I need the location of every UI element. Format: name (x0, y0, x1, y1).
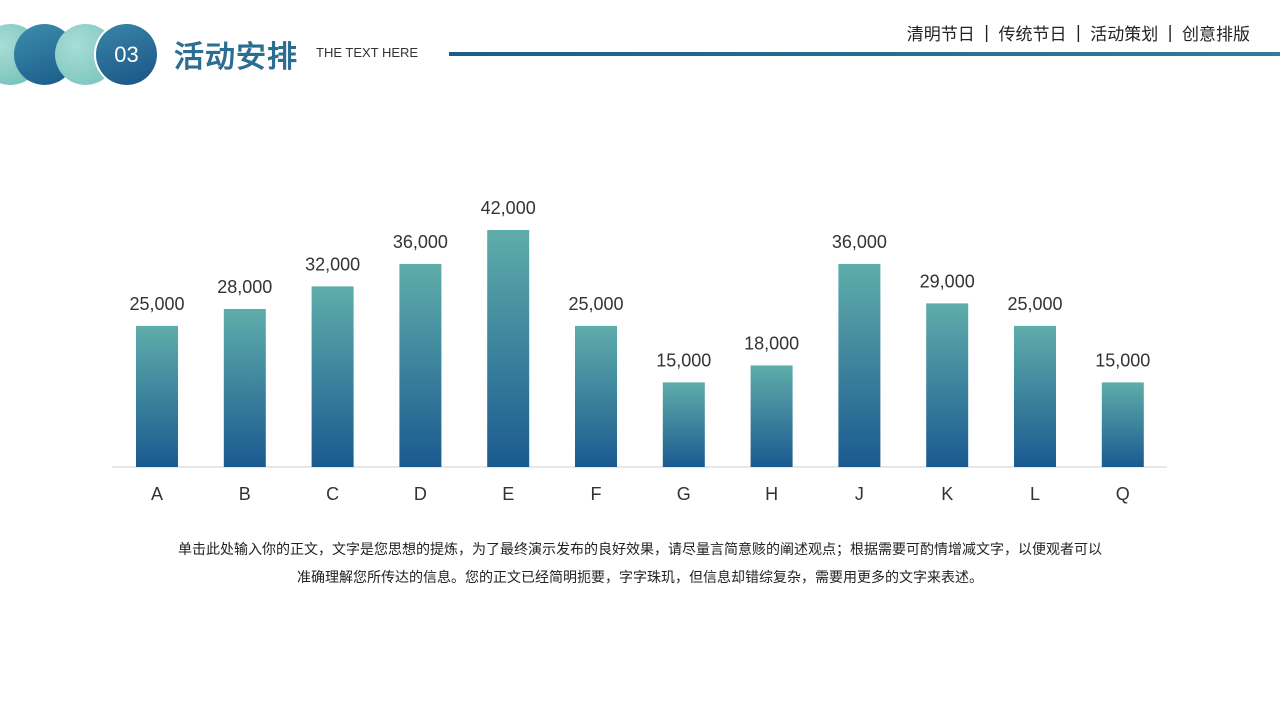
value-label-g: 15,000 (656, 350, 711, 370)
category-label-h: H (765, 484, 778, 504)
nav-separator: | (1167, 22, 1173, 43)
value-label-q: 15,000 (1095, 350, 1150, 370)
category-label-g: G (677, 484, 691, 504)
category-label-q: Q (1116, 484, 1130, 504)
nav-item-qingming[interactable]: 清明节日 (906, 25, 975, 45)
value-label-j: 36,000 (832, 232, 887, 252)
value-label-h: 18,000 (744, 333, 799, 353)
category-label-a: A (151, 484, 163, 504)
value-label-l: 25,000 (1007, 294, 1062, 314)
nav-separator: | (1075, 22, 1082, 43)
nav-item-planning[interactable]: 活动策划 (1090, 25, 1159, 45)
bar-l (1014, 325, 1056, 467)
bar-k (926, 303, 969, 467)
bar-f (575, 325, 617, 467)
nav-item-traditional[interactable]: 传统节日 (998, 25, 1067, 45)
bar-d (399, 263, 442, 467)
category-label-e: E (502, 484, 514, 504)
page-title: 活动安排 (174, 40, 298, 75)
nav-item-layout[interactable]: 创意排版 (1182, 25, 1250, 45)
value-label-k: 29,000 (920, 271, 975, 291)
body-text-line-2: 准确理解您所传达的信息。您的正文已经简明扼要，字字珠玑，但信息却错综复杂，需要用… (297, 570, 983, 586)
category-label-j: J (855, 484, 864, 504)
nav-separator: | (983, 22, 990, 43)
bar-h (750, 365, 793, 467)
bar-e (487, 230, 530, 467)
page-subtitle: THE TEXT HERE (316, 45, 419, 60)
value-label-a: 25,000 (129, 294, 184, 314)
top-nav: 清明节日 | 传统节日 | 活动策划 | 创意排版 (906, 20, 1250, 46)
category-label-k: K (941, 484, 953, 504)
value-label-e: 42,000 (481, 198, 536, 218)
bar-g (662, 382, 705, 467)
bar-c (311, 286, 354, 467)
category-label-c: C (326, 484, 339, 504)
body-paragraph: 单击此处输入你的正文，文字是您思想的提炼，为了最终演示发布的良好效果，请尽量言简… (90, 536, 1190, 592)
category-label-l: L (1030, 484, 1040, 504)
category-label-b: B (239, 484, 251, 504)
value-label-d: 36,000 (393, 232, 448, 252)
value-label-b: 28,000 (217, 277, 272, 297)
category-label-f: F (591, 484, 602, 504)
value-label-c: 32,000 (305, 254, 360, 274)
section-number: 03 (114, 42, 139, 67)
body-text-line-1: 单击此处输入你的正文，文字是您思想的提炼，为了最终演示发布的良好效果，请尽量言简… (178, 542, 1102, 558)
bar-q (1101, 382, 1144, 467)
header-rule (449, 52, 1280, 56)
value-label-f: 25,000 (568, 294, 623, 314)
category-label-d: D (414, 484, 427, 504)
bar-a (136, 325, 178, 467)
bar-j (838, 263, 881, 467)
section-number-badge (96, 24, 157, 85)
bar-b (223, 309, 266, 467)
